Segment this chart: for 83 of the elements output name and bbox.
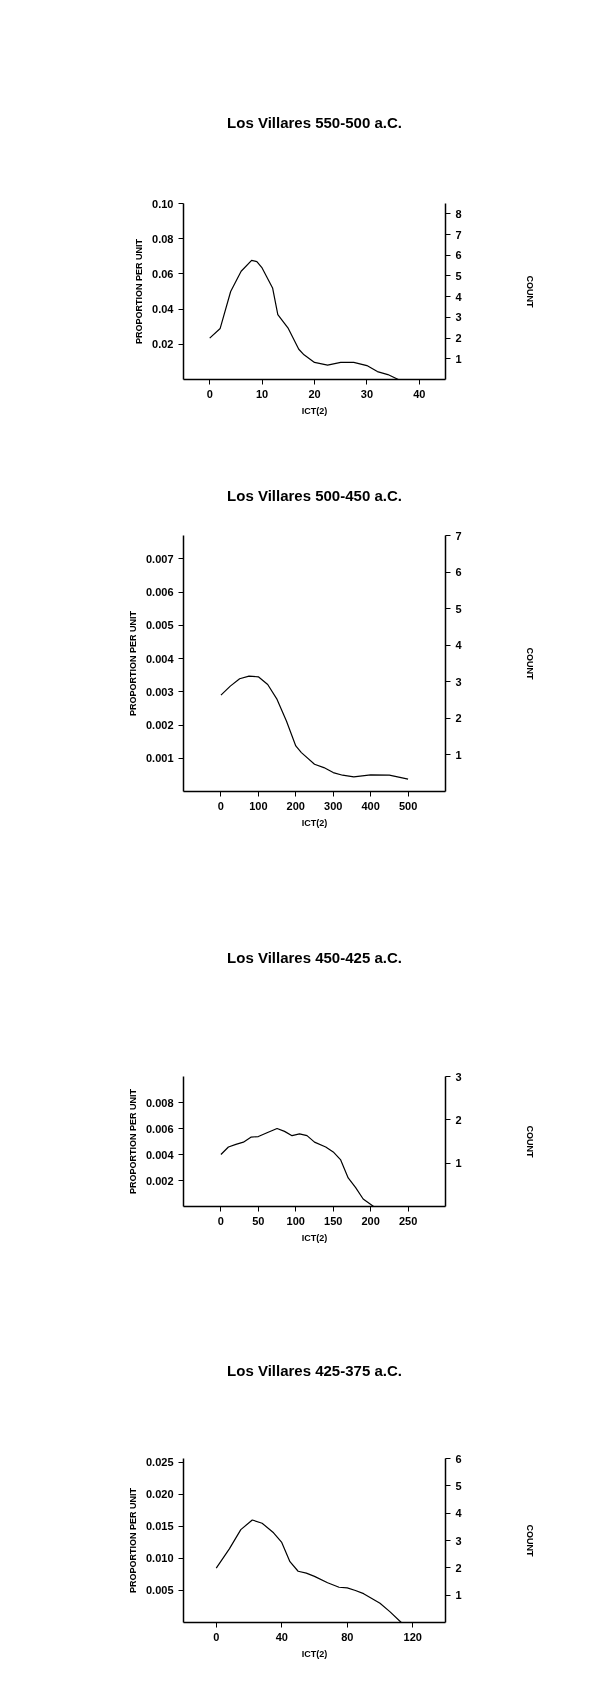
y2-tick-label: 7 — [455, 228, 462, 241]
y-tick-label: 0.007 — [145, 552, 174, 565]
y2-axis-title: COUNT — [524, 1524, 535, 1557]
y-tick-label: 0.010 — [145, 1552, 174, 1565]
x-axis-title: ICT(2) — [301, 1648, 328, 1659]
chart-title: Los Villares 500-450 a.C. — [227, 487, 402, 504]
y-axis-title: PROPORTION PER UNIT — [127, 1088, 138, 1194]
x-tick-label: 200 — [286, 799, 305, 812]
x-tick-label: 200 — [361, 1214, 380, 1227]
y-axis-title: PROPORTION PER UNIT — [127, 1487, 138, 1593]
y-tick-label: 0.020 — [145, 1488, 174, 1501]
y2-tick-label: 4 — [455, 1507, 463, 1520]
y2-tick-label: 3 — [455, 1070, 462, 1083]
y-tick-label: 0.02 — [152, 338, 174, 351]
y-tick-label: 0.005 — [145, 1584, 174, 1597]
x-axis-title: ICT(2) — [301, 405, 328, 416]
y2-tick-label: 3 — [455, 675, 462, 688]
y-tick-label: 0.002 — [145, 1174, 174, 1187]
y2-tick-label: 4 — [455, 290, 463, 303]
line-series — [220, 675, 409, 780]
y-tick-label: 0.10 — [152, 197, 174, 210]
y-tick-label: 0.08 — [152, 232, 174, 245]
x-tick-label: 0 — [206, 387, 213, 400]
y2-tick-label: 2 — [455, 712, 462, 725]
y2-axis-title: COUNT — [524, 275, 535, 308]
x-tick-label: 40 — [413, 387, 426, 400]
x-tick-label: 250 — [398, 1214, 418, 1227]
y2-tick-label: 1 — [455, 1589, 462, 1602]
y2-tick-label: 1 — [455, 1157, 462, 1170]
chart-title: Los Villares 550-500 a.C. — [227, 113, 402, 131]
x-tick-label: 150 — [324, 1214, 343, 1227]
y-tick-label: 0.002 — [145, 719, 174, 732]
y-tick-label: 0.015 — [145, 1520, 174, 1533]
y-tick-label: 0.008 — [145, 1096, 174, 1109]
y-tick-label: 0.06 — [152, 267, 174, 280]
x-axis-title: ICT(2) — [301, 1232, 328, 1243]
x-tick-label: 40 — [275, 1630, 288, 1643]
y2-tick-label: 8 — [455, 207, 462, 220]
y-tick-label: 0.004 — [145, 652, 175, 665]
y2-tick-label: 6 — [455, 249, 462, 262]
x-tick-label: 50 — [252, 1214, 265, 1227]
y2-tick-label: 6 — [455, 566, 462, 579]
x-tick-label: 80 — [341, 1630, 354, 1643]
y2-axis-title: COUNT — [524, 1125, 535, 1158]
chart-title: Los Villares 450-425 a.C. — [227, 949, 402, 966]
y2-tick-label: 3 — [455, 311, 462, 324]
y2-tick-label: 1 — [455, 748, 462, 761]
y-tick-label: 0.025 — [145, 1456, 174, 1469]
x-tick-label: 0 — [213, 1630, 220, 1643]
y-tick-label: 0.006 — [145, 586, 174, 599]
y-axis-title: PROPORTION PER UNIT — [134, 238, 145, 344]
y2-tick-label: 2 — [455, 1113, 462, 1126]
y2-tick-label: 5 — [455, 1479, 462, 1492]
y-tick-label: 0.04 — [152, 303, 175, 316]
y-tick-label: 0.006 — [145, 1122, 174, 1135]
x-tick-label: 20 — [308, 387, 321, 400]
y2-tick-label: 5 — [455, 269, 462, 282]
x-tick-label: 100 — [249, 799, 268, 812]
x-tick-label: 0 — [217, 1214, 224, 1227]
x-tick-label: 120 — [403, 1630, 422, 1643]
y2-tick-label: 7 — [455, 529, 462, 542]
x-axis-title: ICT(2) — [301, 817, 328, 828]
x-tick-label: 10 — [255, 387, 269, 400]
x-tick-label: 0 — [217, 799, 224, 812]
x-tick-label: 400 — [361, 799, 380, 812]
y2-tick-label: 5 — [455, 602, 462, 615]
y2-tick-label: 1 — [455, 352, 462, 365]
y2-tick-label: 2 — [455, 332, 462, 345]
y-tick-label: 0.001 — [145, 752, 174, 765]
y2-axis-title: COUNT — [524, 647, 535, 680]
y-tick-label: 0.004 — [145, 1148, 175, 1161]
y-tick-label: 0.005 — [145, 619, 174, 632]
y2-tick-label: 4 — [455, 639, 463, 652]
y2-tick-label: 2 — [455, 1561, 462, 1574]
y2-tick-label: 6 — [455, 1452, 462, 1465]
x-tick-label: 300 — [324, 799, 343, 812]
y-tick-label: 0.003 — [145, 685, 174, 698]
x-tick-label: 100 — [286, 1214, 305, 1227]
y2-tick-label: 3 — [455, 1534, 462, 1547]
x-tick-label: 500 — [398, 799, 418, 812]
x-tick-label: 30 — [360, 387, 374, 400]
y-axis-title: PROPORTION PER UNIT — [127, 610, 138, 716]
chart-title: Los Villares 425-375 a.C. — [227, 1362, 402, 1379]
